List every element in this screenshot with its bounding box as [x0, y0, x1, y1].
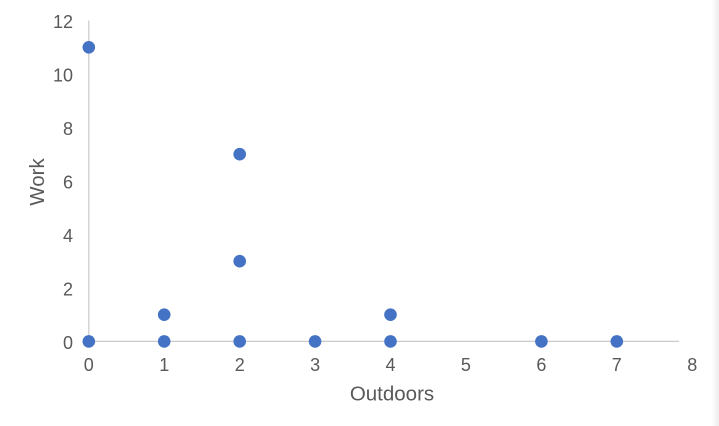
svg-text:4: 4 [385, 355, 395, 375]
svg-text:2: 2 [235, 355, 245, 375]
svg-text:1: 1 [159, 355, 169, 375]
svg-text:10: 10 [53, 66, 73, 86]
svg-text:2: 2 [63, 280, 73, 300]
svg-text:7: 7 [612, 355, 622, 375]
svg-text:5: 5 [461, 355, 471, 375]
svg-text:8: 8 [63, 119, 73, 139]
svg-text:Outdoors: Outdoors [350, 383, 434, 406]
svg-text:Work: Work [26, 158, 49, 206]
svg-text:4: 4 [63, 226, 73, 246]
svg-text:0: 0 [84, 355, 94, 375]
svg-text:6: 6 [536, 355, 546, 375]
svg-text:0: 0 [63, 333, 73, 353]
svg-text:3: 3 [310, 355, 320, 375]
svg-text:12: 12 [53, 12, 73, 32]
svg-text:6: 6 [63, 173, 73, 193]
svg-text:8: 8 [687, 355, 697, 375]
